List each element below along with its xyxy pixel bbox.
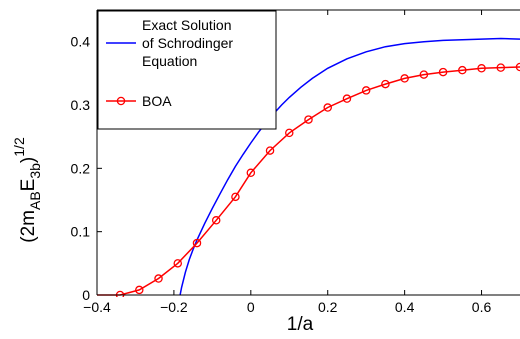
legend-item-2: BOA xyxy=(106,93,172,109)
series-point xyxy=(192,238,202,248)
series-point xyxy=(342,94,352,103)
y-tick-label: 0.4 xyxy=(71,34,91,50)
x-tick-label: −0.4 xyxy=(83,299,111,315)
legend-label: Equation xyxy=(142,53,197,69)
series-point xyxy=(231,192,240,202)
series-point xyxy=(496,63,506,72)
y-tick-label: 0.1 xyxy=(71,224,91,240)
series-point xyxy=(400,74,409,83)
x-tick-label: −0.2 xyxy=(160,299,188,315)
y-axis-title: (2mABE3b)1/2 xyxy=(11,137,43,243)
legend-box xyxy=(97,10,277,130)
legend-label: of Schrodinger xyxy=(142,35,233,51)
series-point xyxy=(285,128,294,138)
x-tick-label: 0.6 xyxy=(472,299,492,315)
series-point xyxy=(323,103,332,112)
legend: Exact Solution of Schrodinger Equation BOA xyxy=(97,10,277,130)
series-2 xyxy=(97,62,520,297)
series-point xyxy=(246,168,256,178)
series-point xyxy=(154,274,163,283)
series-point xyxy=(477,64,486,73)
legend-swatch-marker xyxy=(116,96,126,106)
series-point xyxy=(304,115,313,124)
series-point xyxy=(211,216,221,225)
x-tick-label: 0.2 xyxy=(318,299,338,315)
series-line-2 xyxy=(97,66,520,296)
legend-label: BOA xyxy=(142,93,172,109)
legend-label: Exact Solution xyxy=(142,17,232,33)
series-point xyxy=(438,67,448,77)
series-point xyxy=(458,65,467,75)
series-point xyxy=(381,79,390,89)
legend-item-1: Exact Solution of Schrodinger Equation xyxy=(106,17,233,69)
y-tick-label: 0 xyxy=(82,287,90,303)
x-tick-label: 0 xyxy=(247,299,255,315)
x-axis-title: 1/a xyxy=(287,314,314,335)
y-tick-label: 0.2 xyxy=(71,160,91,176)
x-tick-label: 0.4 xyxy=(395,299,415,315)
series-point xyxy=(135,285,144,295)
series-point xyxy=(515,62,520,72)
series-point xyxy=(265,146,275,155)
y-tick-label: 0.3 xyxy=(71,97,91,113)
series-point xyxy=(173,259,183,268)
series-point xyxy=(419,70,429,79)
series-point xyxy=(361,86,371,95)
axes: −0.4 −0.2 0 0.2 0.4 0.6 0 0.1 0.2 0.3 0.4 xyxy=(71,9,520,315)
